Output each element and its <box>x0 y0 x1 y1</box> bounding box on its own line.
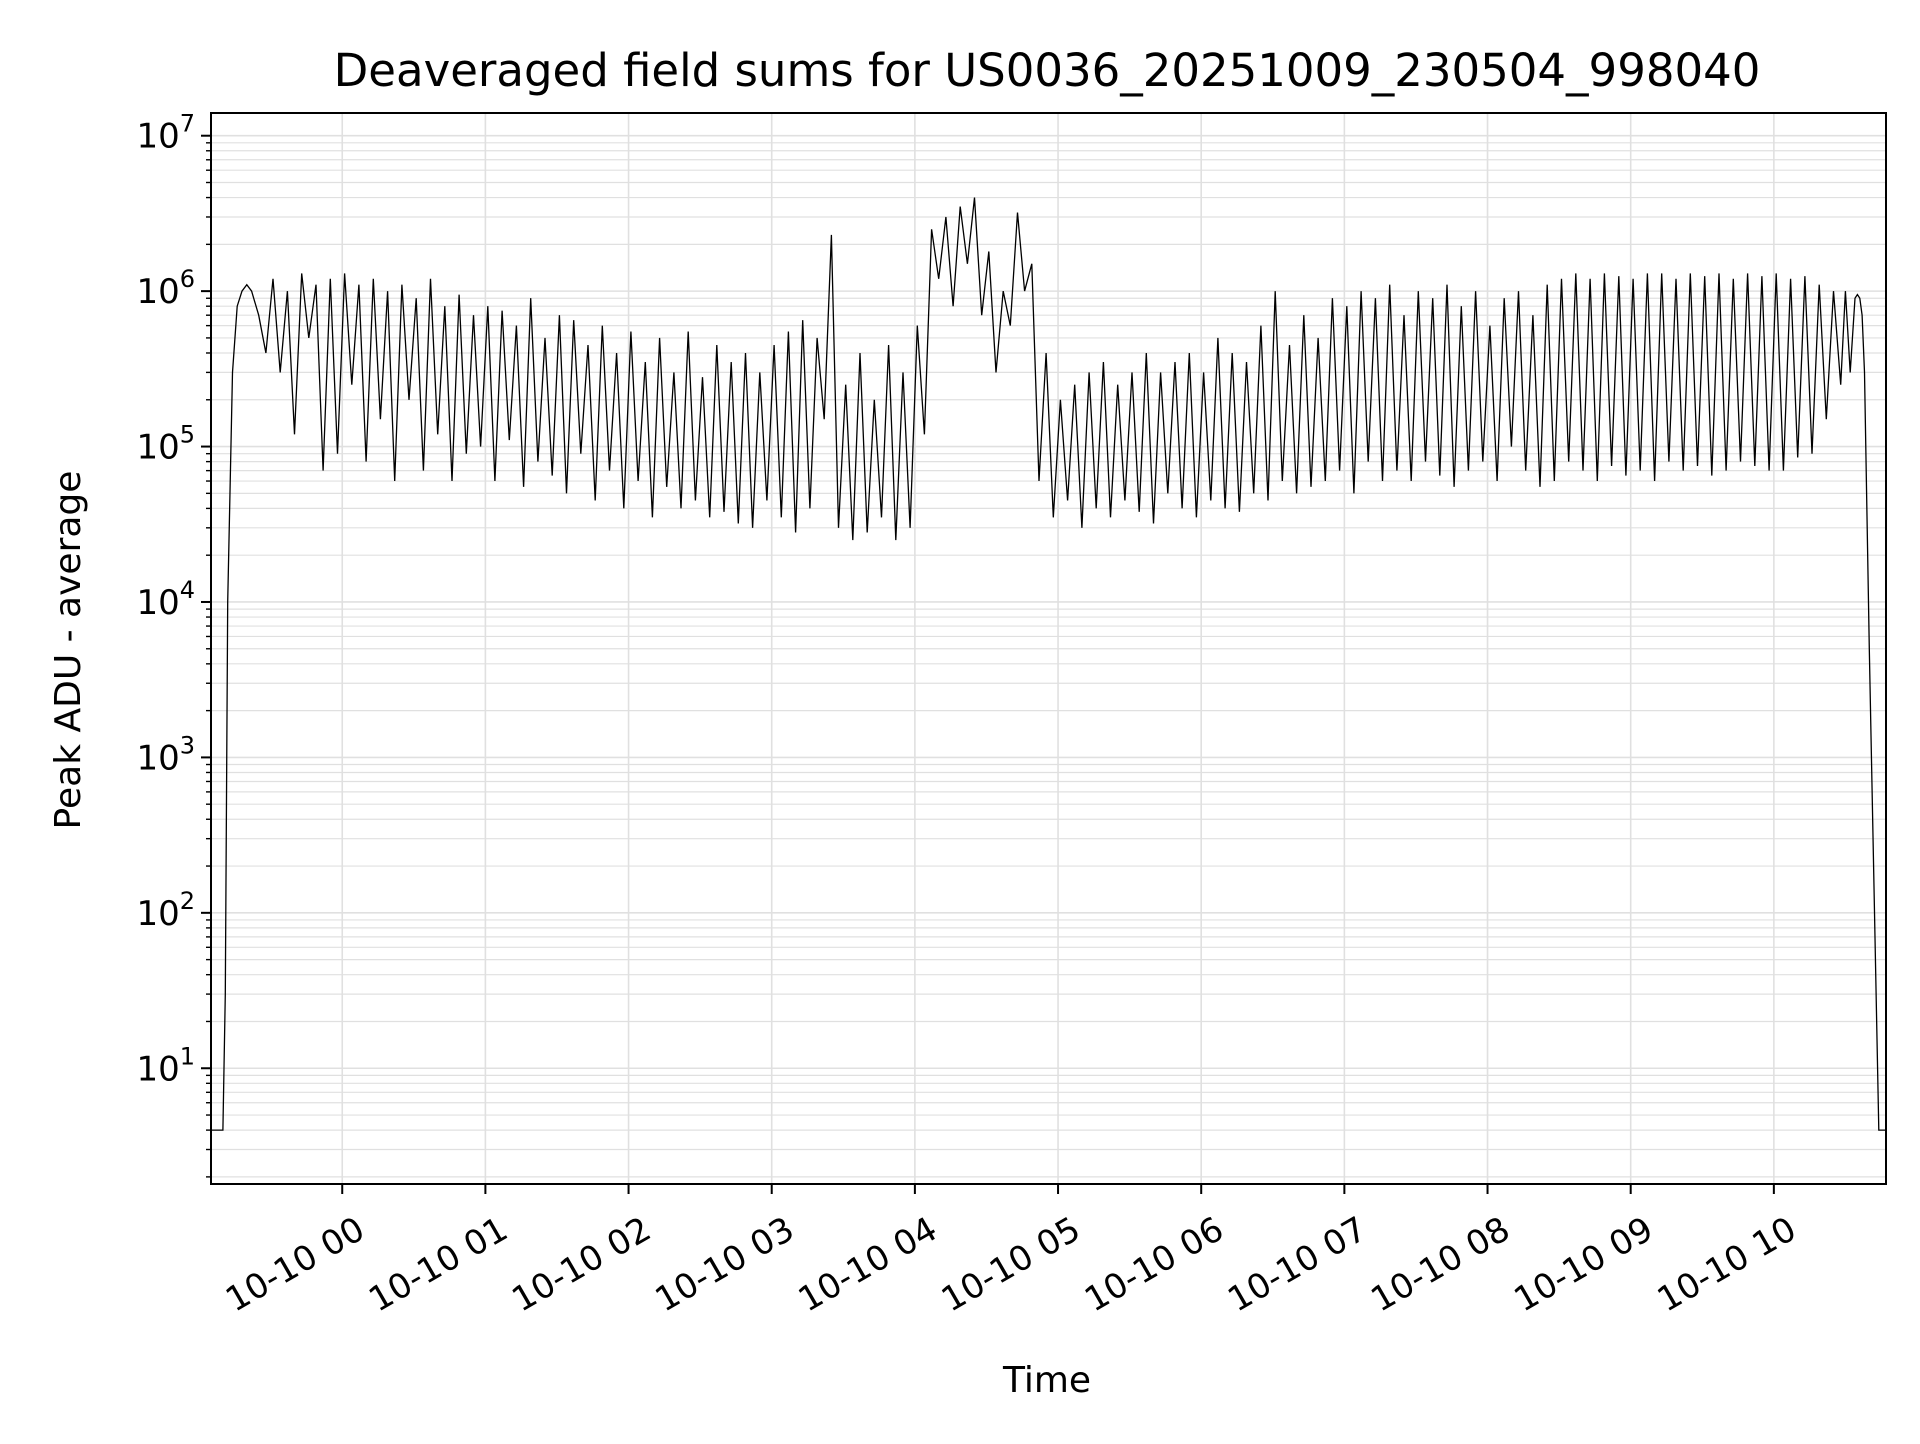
y-tick-exponent: 1 <box>180 1042 195 1070</box>
y-tick-exponent: 7 <box>180 110 195 138</box>
y-tick-label: 107 <box>136 110 195 157</box>
y-tick-base: 10 <box>136 428 179 468</box>
y-tick-exponent: 2 <box>180 887 195 915</box>
y-tick-base: 10 <box>136 1049 179 1089</box>
y-tick-label: 105 <box>136 421 195 468</box>
y-tick-exponent: 5 <box>180 421 195 449</box>
y-tick-base: 10 <box>136 583 179 623</box>
y-tick-base: 10 <box>136 894 179 934</box>
y-tick-base: 10 <box>136 272 179 312</box>
y-tick-exponent: 3 <box>180 731 195 759</box>
chart-title: Deaveraged field sums for US0036_2025100… <box>334 44 1761 97</box>
y-tick-base: 10 <box>136 738 179 778</box>
y-tick-label: 104 <box>136 576 195 623</box>
y-tick-base: 10 <box>136 117 179 157</box>
y-tick-label: 101 <box>136 1042 195 1089</box>
y-tick-label: 103 <box>136 731 195 778</box>
series-layer <box>211 197 1886 1131</box>
y-tick-label: 102 <box>136 887 195 934</box>
y-tick-label: 106 <box>136 265 195 312</box>
y-axis-label: Peak ADU - average <box>48 471 89 830</box>
y-tick-exponent: 4 <box>180 576 195 604</box>
plot-frame <box>210 112 1887 1185</box>
grid-lines <box>211 113 1886 1184</box>
y-tick-exponent: 6 <box>180 265 195 293</box>
x-axis-label: Time <box>1002 1360 1091 1401</box>
series-line <box>211 197 1886 1131</box>
